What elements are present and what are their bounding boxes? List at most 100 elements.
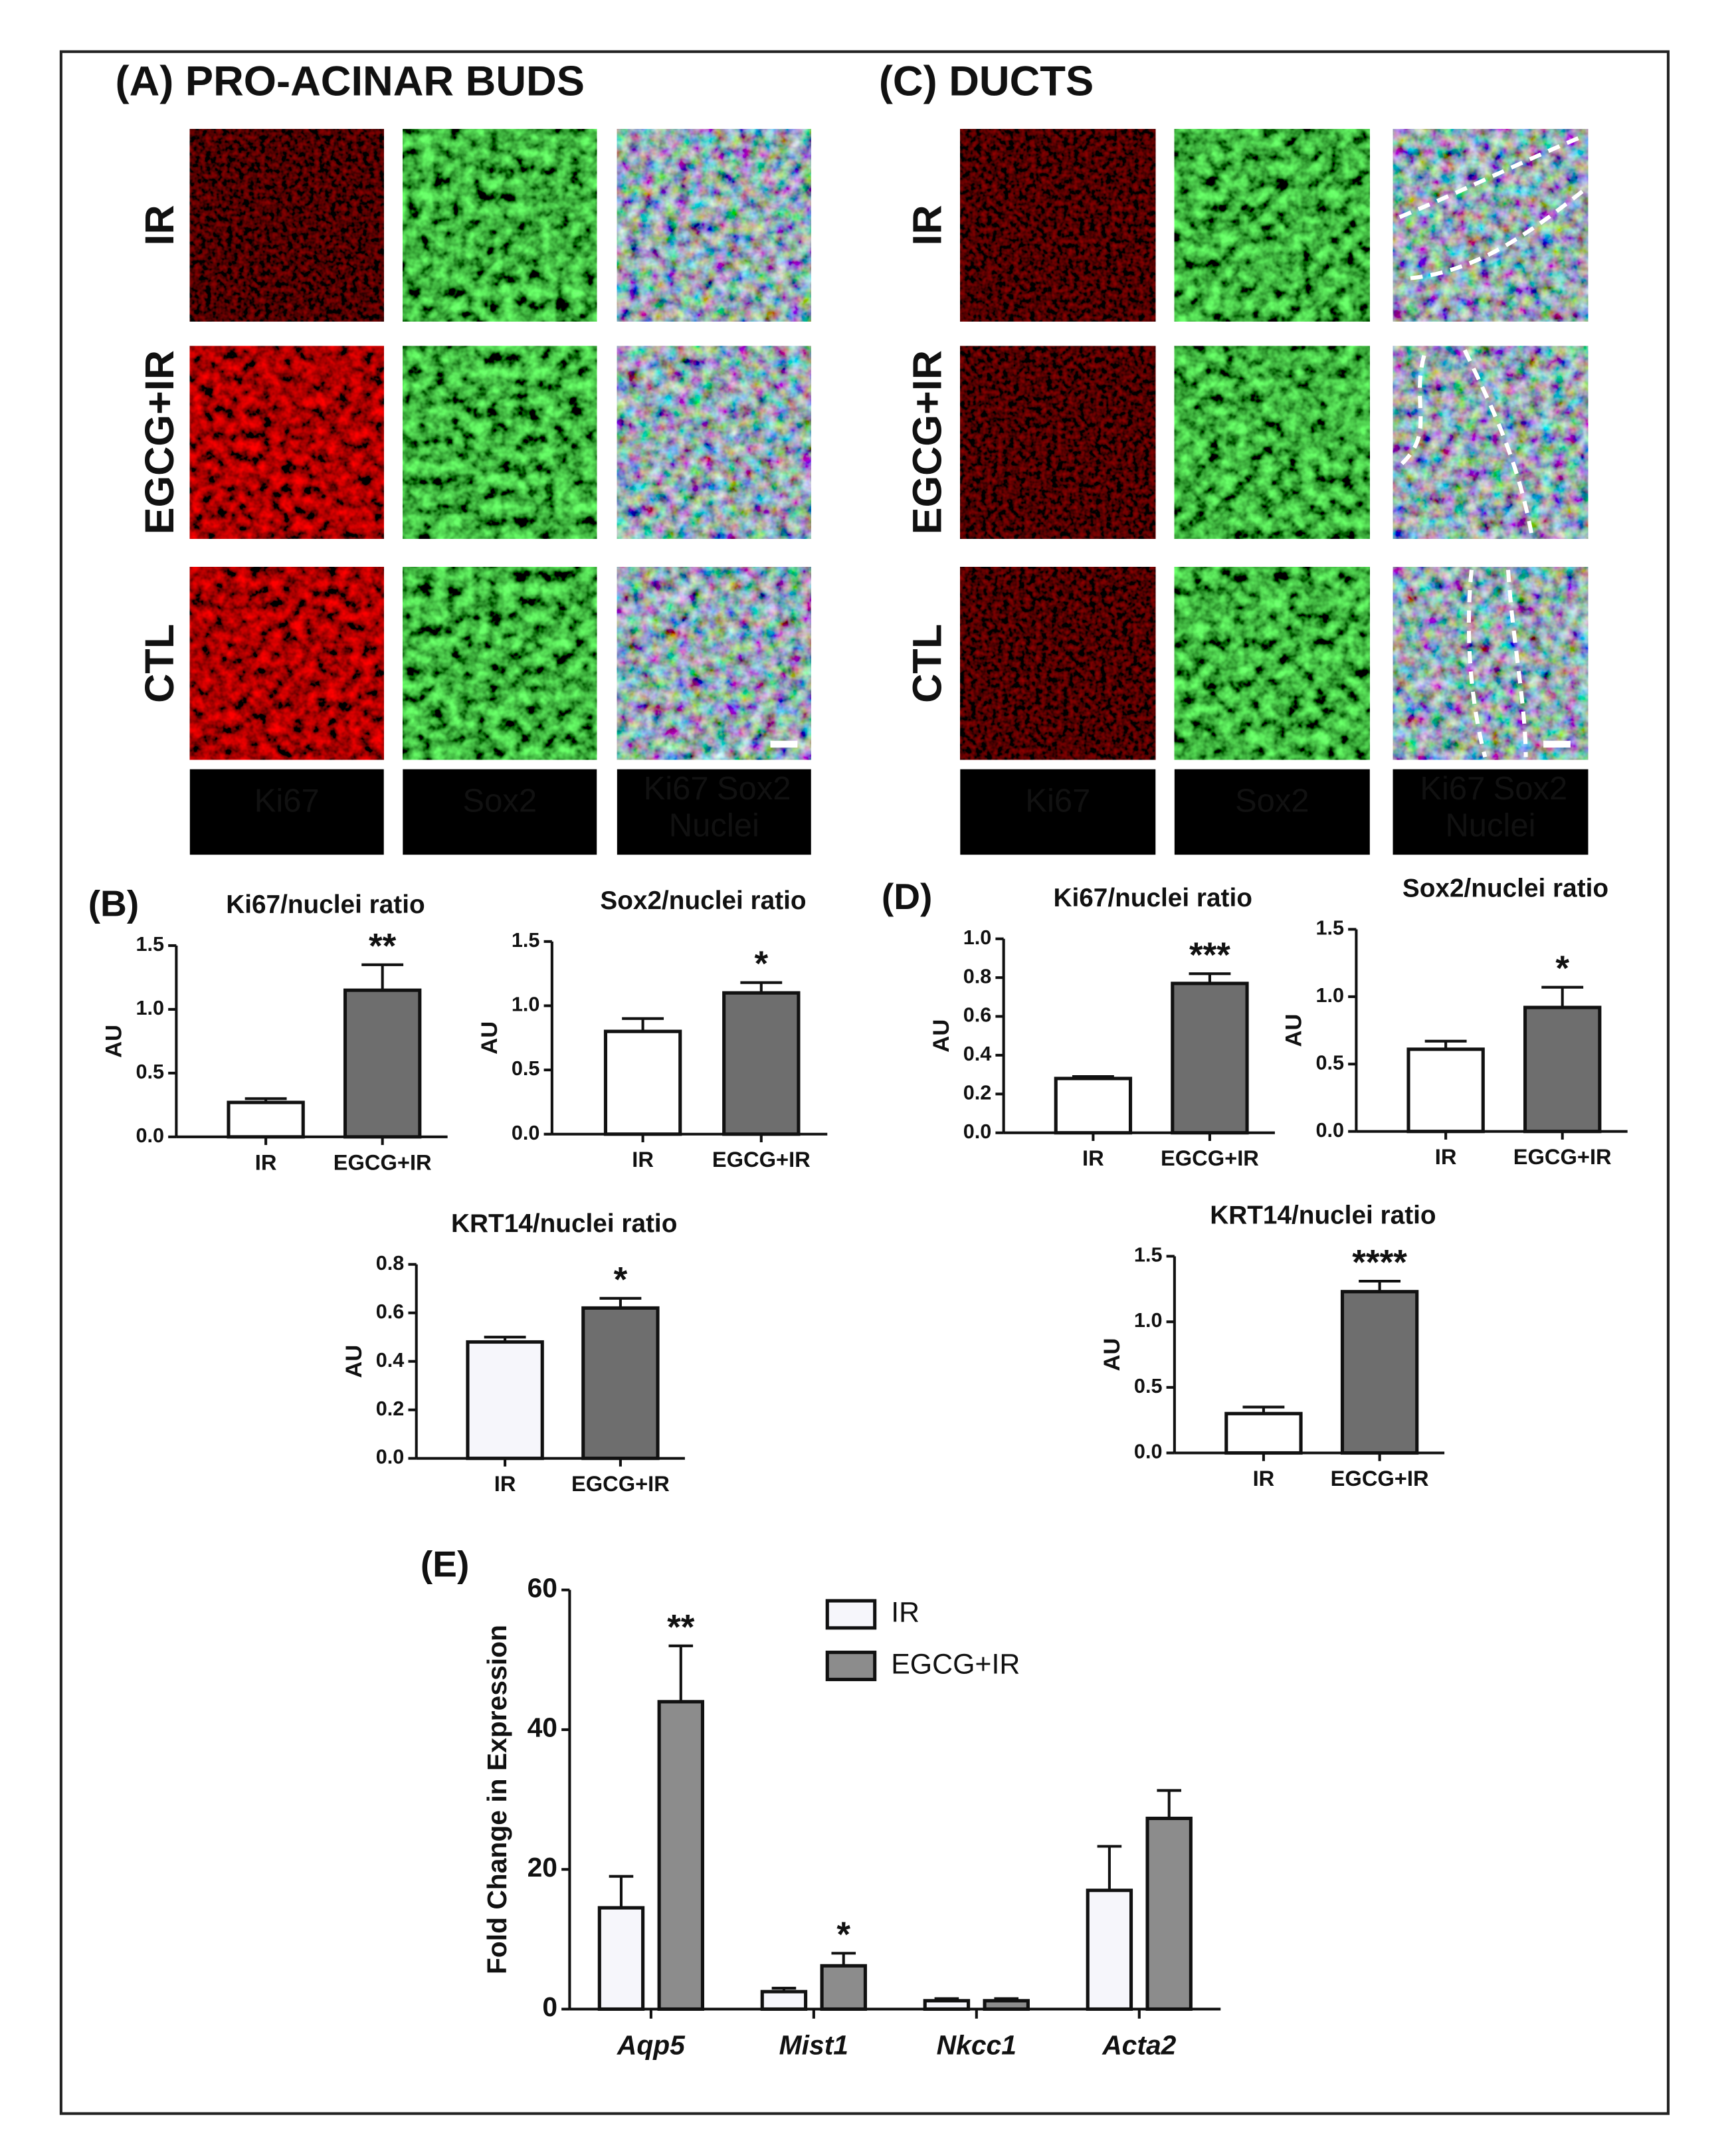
y-tick-label: 1.0 (1134, 1309, 1163, 1332)
y-tick-label: 0.5 (136, 1061, 164, 1083)
x-tick-label: IR (1253, 1466, 1275, 1490)
y-tick-label: 0.6 (963, 1004, 992, 1027)
y-axis-label: AU (477, 1021, 502, 1055)
significance-label: * (836, 1915, 850, 1954)
significance-label: * (754, 944, 768, 983)
x-tick-label: EGCG+IR (334, 1150, 432, 1174)
row-label: CTL (905, 624, 950, 703)
y-axis-label: AU (1282, 1014, 1307, 1047)
micrograph (403, 567, 597, 760)
bar (1054, 1076, 1133, 1135)
duct-outlines (1395, 134, 1586, 758)
bar (820, 1964, 867, 2011)
micrograph (960, 346, 1156, 539)
legend-swatch (825, 1651, 877, 1681)
x-tick-label: IR (632, 1147, 654, 1172)
duct-outline (1395, 355, 1426, 470)
y-tick-label: 0.0 (512, 1122, 540, 1144)
x-tick-label: Mist1 (779, 2029, 848, 2060)
y-tick-label: 60 (528, 1572, 557, 1603)
y-tick-label: 0.4 (376, 1349, 405, 1372)
y-tick-label: 0.6 (376, 1300, 405, 1323)
row-label: IR (905, 205, 950, 245)
y-tick-label: 0 (542, 1992, 557, 2022)
row-label: IR (137, 205, 182, 245)
y-axis-label: AU (1100, 1338, 1125, 1371)
chart: Sox2/nuclei ratio AU 0.0 0.5 1.0 1.5 IR EGCG+IR… (477, 886, 828, 1172)
y-tick-label: 40 (528, 1712, 557, 1743)
y-axis-label: Fold Change in Expression (482, 1625, 512, 1974)
row-label: EGCG+IR (905, 350, 950, 534)
micrograph (189, 129, 384, 322)
bar (466, 1340, 544, 1461)
micrograph (1174, 129, 1370, 322)
legend-label: EGCG+IR (891, 1648, 1020, 1680)
x-tick-label: Aqp5 (617, 2029, 686, 2060)
x-tick-label: EGCG+IR (1513, 1144, 1612, 1169)
y-tick-label: 1.5 (1134, 1244, 1163, 1267)
bar (1523, 1005, 1602, 1134)
chart: Ki67/nuclei ratio (B) AU 0.0 0.5 1.0 1.5 IR EGCG… (88, 882, 448, 1174)
micrograph (189, 567, 384, 760)
x-tick-label: IR (255, 1150, 277, 1174)
bar (760, 1990, 808, 2011)
y-tick-label: 1.0 (136, 997, 164, 1019)
x-tick-label: EGCG+IR (571, 1471, 670, 1496)
bar (1086, 1889, 1133, 2011)
y-tick-label: 0.8 (963, 965, 992, 987)
micrograph (403, 129, 597, 322)
legend-label: IR (891, 1597, 919, 1629)
y-tick-label: 1.0 (1315, 984, 1344, 1007)
y-tick-label: 20 (528, 1852, 557, 1883)
y-tick-label: 0.0 (963, 1120, 992, 1143)
duct-outline (1410, 188, 1586, 280)
y-tick-label: 0.4 (963, 1043, 992, 1065)
y-tick-label: 0.5 (1134, 1375, 1163, 1397)
x-tick-label: IR (1082, 1146, 1104, 1170)
y-tick-label: 1.0 (963, 926, 992, 949)
y-tick-label: 0.5 (512, 1057, 540, 1080)
scale-bar (1543, 740, 1571, 748)
figure-border (59, 50, 1670, 2115)
y-tick-label: 1.5 (512, 929, 540, 952)
micrograph (960, 129, 1156, 322)
y-tick-label: 1.0 (512, 993, 540, 1016)
channel-label: Nuclei (1445, 807, 1535, 843)
row-label: CTL (137, 624, 182, 703)
bar (581, 1306, 660, 1461)
legend-swatch (825, 1599, 877, 1630)
bar (722, 991, 801, 1136)
y-tick-label: 0.5 (1315, 1051, 1344, 1074)
x-tick-label: EGCG+IR (1161, 1146, 1259, 1170)
y-tick-label: 1.5 (136, 933, 164, 956)
significance-label: ** (369, 926, 397, 966)
micrograph (1393, 129, 1589, 322)
chart: (E) Fold Change in Expression 0 20 40 60 Aqp5 *… (421, 1544, 1221, 2060)
bar (657, 1700, 705, 2011)
chart-title: Ki67/nuclei ratio (1053, 884, 1252, 912)
chart: Ki67/nuclei ratio (D) AU 0.0 0.2 0.4 0.6 0.8 1.0… (882, 876, 1275, 1170)
channel-label: Sox2 (1494, 771, 1568, 807)
significance-label: **** (1352, 1243, 1407, 1282)
y-tick-label: 0.0 (1134, 1441, 1163, 1463)
channel-label-box (617, 769, 811, 855)
duct-outline (1398, 134, 1585, 219)
channel-label-box (403, 769, 597, 855)
x-tick-label: EGCG+IR (712, 1147, 811, 1172)
bar (227, 1100, 305, 1139)
bar (597, 1906, 645, 2011)
micrograph (403, 346, 597, 539)
duct-outline (1462, 349, 1535, 541)
duct-outline (1466, 569, 1488, 758)
chart: KRT14/nuclei ratio AU 0.0 0.2 0.4 0.6 0.8 IR EGC… (341, 1209, 685, 1496)
micrograph (189, 346, 384, 539)
y-tick-label: 0.2 (963, 1081, 992, 1104)
x-tick-label: Acta2 (1102, 2029, 1176, 2060)
chart-title: KRT14/nuclei ratio (451, 1209, 677, 1238)
y-axis-label: AU (929, 1019, 954, 1053)
chart-title: KRT14/nuclei ratio (1210, 1201, 1436, 1230)
significance-label: * (1555, 949, 1569, 988)
x-tick-label: EGCG+IR (1331, 1466, 1429, 1490)
